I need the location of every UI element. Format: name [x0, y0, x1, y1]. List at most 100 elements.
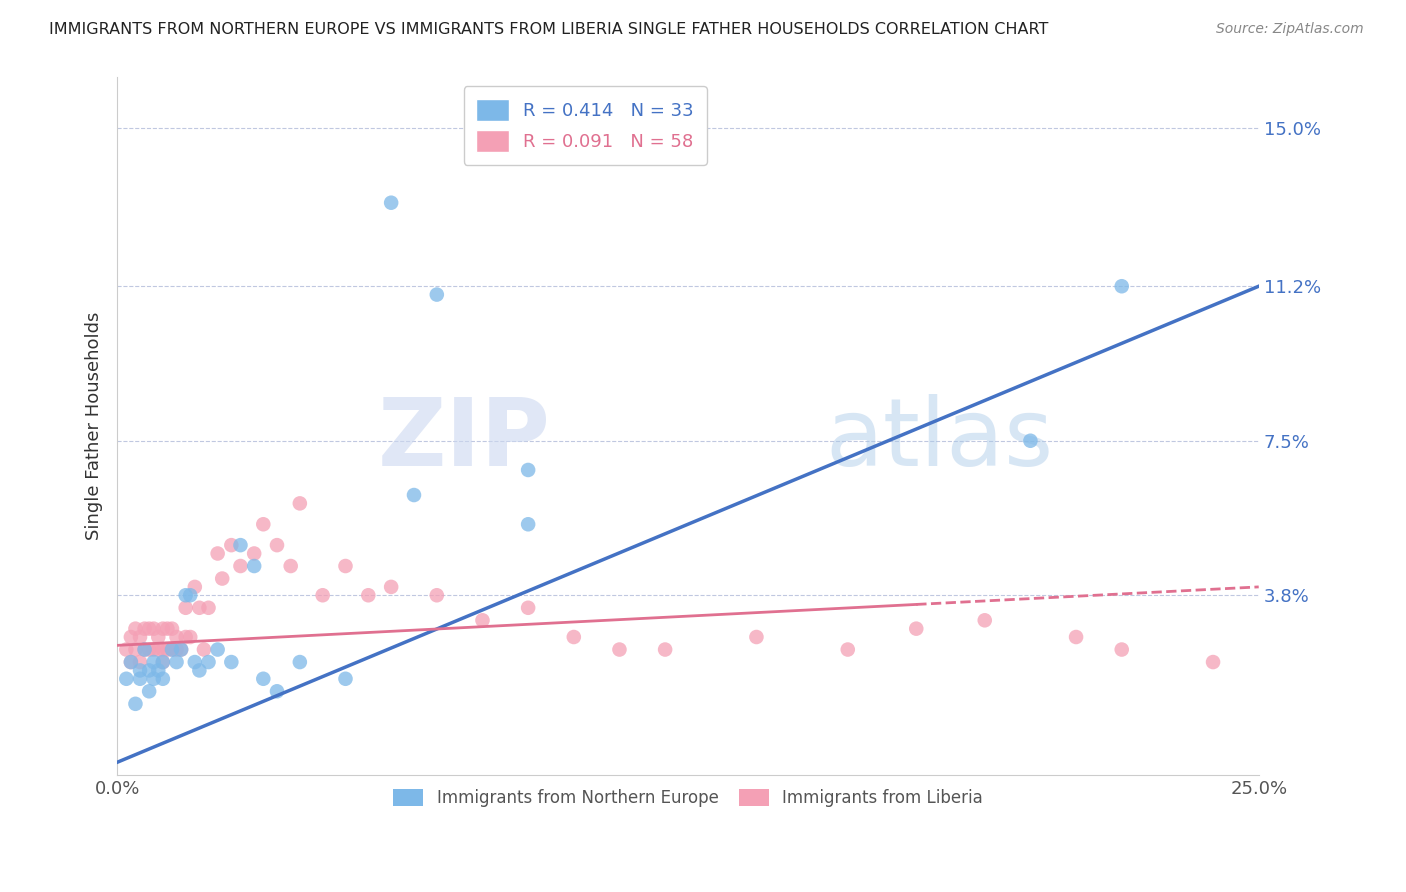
Point — [142, 655, 165, 669]
Point — [129, 630, 152, 644]
Point — [426, 588, 449, 602]
Point — [148, 664, 170, 678]
Point — [357, 588, 380, 602]
Point — [129, 672, 152, 686]
Point — [142, 672, 165, 686]
Point — [138, 642, 160, 657]
Point — [211, 572, 233, 586]
Legend: Immigrants from Northern Europe, Immigrants from Liberia: Immigrants from Northern Europe, Immigra… — [385, 780, 991, 815]
Point — [138, 684, 160, 698]
Point — [152, 672, 174, 686]
Point — [174, 630, 197, 644]
Point — [184, 655, 207, 669]
Point — [402, 488, 425, 502]
Point — [280, 559, 302, 574]
Point — [562, 630, 585, 644]
Point — [745, 630, 768, 644]
Point — [170, 642, 193, 657]
Point — [166, 630, 188, 644]
Text: Source: ZipAtlas.com: Source: ZipAtlas.com — [1216, 22, 1364, 37]
Point — [174, 588, 197, 602]
Point — [160, 642, 183, 657]
Point — [517, 463, 540, 477]
Point — [229, 538, 252, 552]
Point — [243, 547, 266, 561]
Point — [120, 655, 142, 669]
Text: ZIP: ZIP — [378, 394, 551, 486]
Point — [124, 622, 146, 636]
Point — [1064, 630, 1087, 644]
Point — [152, 655, 174, 669]
Text: IMMIGRANTS FROM NORTHERN EUROPE VS IMMIGRANTS FROM LIBERIA SINGLE FATHER HOUSEHO: IMMIGRANTS FROM NORTHERN EUROPE VS IMMIG… — [49, 22, 1049, 37]
Point — [311, 588, 333, 602]
Point — [184, 580, 207, 594]
Point — [229, 559, 252, 574]
Point — [1111, 279, 1133, 293]
Point — [148, 642, 170, 657]
Point — [134, 642, 156, 657]
Point — [471, 613, 494, 627]
Point — [197, 655, 219, 669]
Point — [380, 580, 402, 594]
Point — [1111, 642, 1133, 657]
Point — [197, 600, 219, 615]
Point — [152, 622, 174, 636]
Point — [148, 630, 170, 644]
Point — [142, 642, 165, 657]
Point — [124, 642, 146, 657]
Point — [221, 655, 243, 669]
Point — [120, 630, 142, 644]
Point — [335, 672, 357, 686]
Point — [179, 588, 201, 602]
Point — [152, 655, 174, 669]
Text: atlas: atlas — [825, 394, 1053, 486]
Point — [124, 697, 146, 711]
Point — [138, 622, 160, 636]
Point — [115, 672, 138, 686]
Point — [120, 655, 142, 669]
Point — [837, 642, 859, 657]
Point — [252, 517, 274, 532]
Point — [142, 622, 165, 636]
Point — [156, 642, 179, 657]
Y-axis label: Single Father Households: Single Father Households — [86, 312, 103, 541]
Point — [160, 622, 183, 636]
Point — [160, 642, 183, 657]
Point — [252, 672, 274, 686]
Point — [335, 559, 357, 574]
Point — [288, 655, 311, 669]
Point — [170, 642, 193, 657]
Point — [973, 613, 995, 627]
Point — [654, 642, 676, 657]
Point — [266, 538, 288, 552]
Point — [1019, 434, 1042, 448]
Point — [152, 642, 174, 657]
Point — [266, 684, 288, 698]
Point — [134, 622, 156, 636]
Point — [179, 630, 201, 644]
Point — [609, 642, 631, 657]
Point — [166, 655, 188, 669]
Point — [156, 622, 179, 636]
Point — [174, 600, 197, 615]
Point — [517, 600, 540, 615]
Point — [243, 559, 266, 574]
Point — [138, 664, 160, 678]
Point — [207, 642, 229, 657]
Point — [193, 642, 215, 657]
Point — [129, 664, 152, 678]
Point — [426, 287, 449, 301]
Point — [134, 642, 156, 657]
Point — [905, 622, 928, 636]
Point — [129, 655, 152, 669]
Point — [221, 538, 243, 552]
Point — [188, 600, 211, 615]
Point — [288, 496, 311, 510]
Point — [1202, 655, 1225, 669]
Point — [166, 642, 188, 657]
Point — [115, 642, 138, 657]
Point — [517, 517, 540, 532]
Point — [188, 664, 211, 678]
Point — [380, 195, 402, 210]
Point — [207, 547, 229, 561]
